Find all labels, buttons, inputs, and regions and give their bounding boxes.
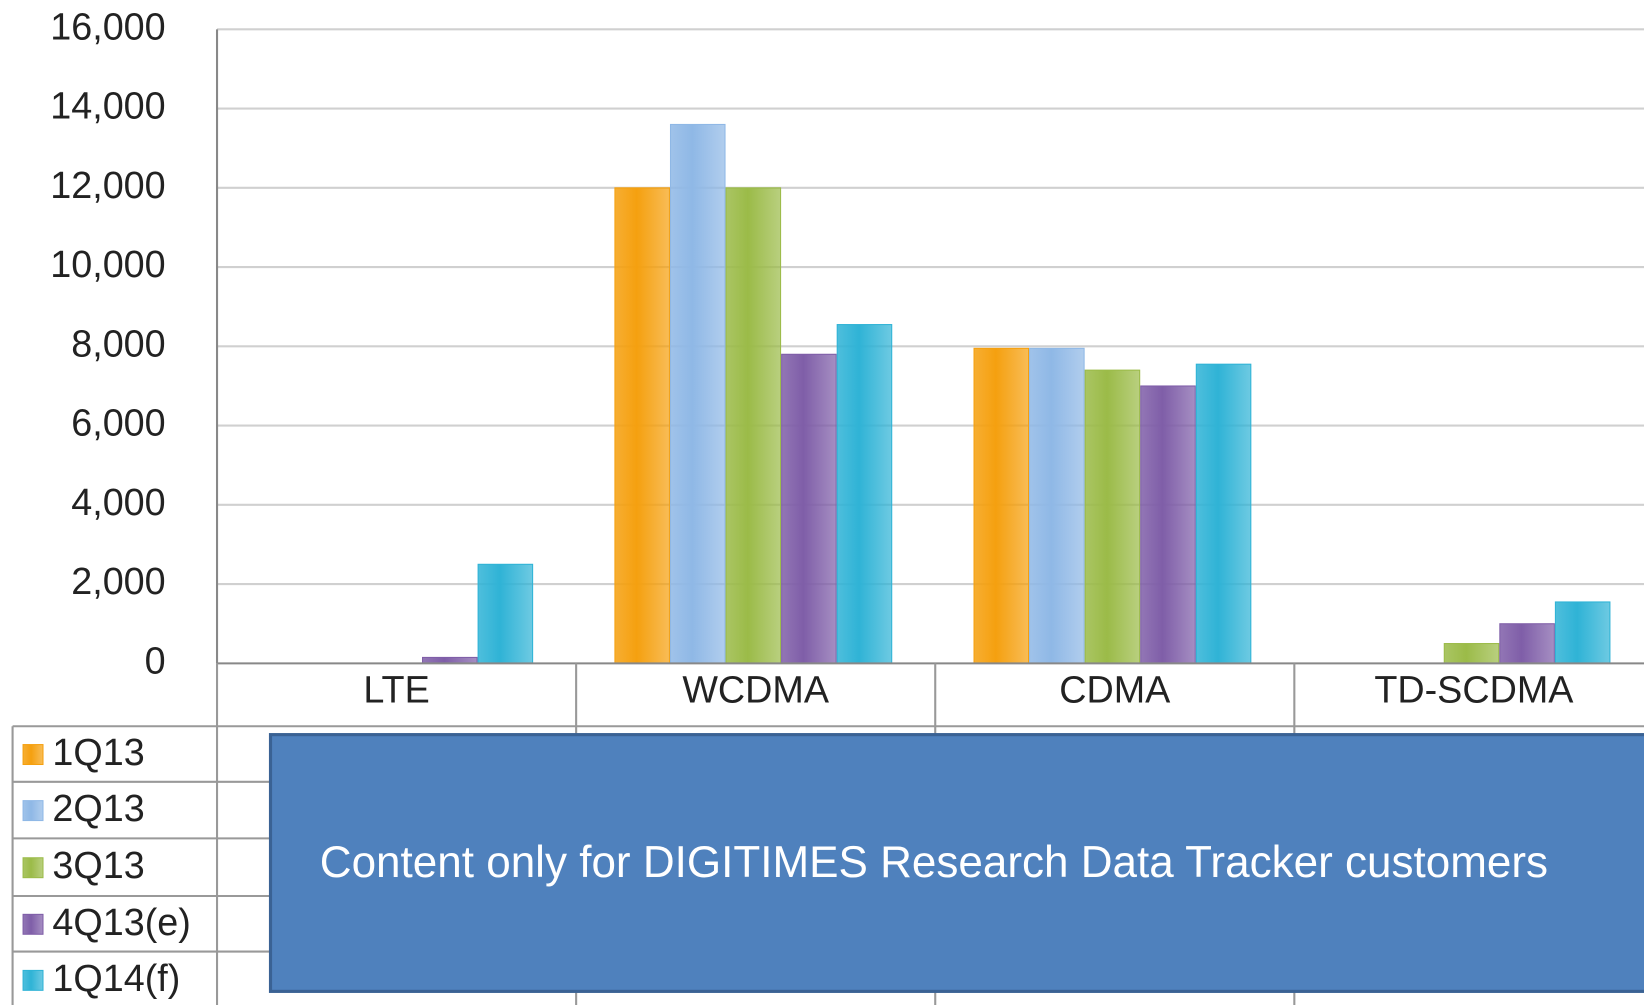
overlay-text: Content only for DIGITIMES Research Data… [320,838,1548,887]
x-tick-label: TD-SCDMA [1374,669,1574,711]
y-tick-label: 12,000 [50,164,165,206]
y-tick-label: 16,000 [50,5,165,47]
legend-swatch [22,744,44,766]
legend-label: 1Q14(f) [52,957,180,999]
x-tick-label: WCDMA [682,669,830,711]
bar [1443,643,1500,664]
legend-swatch [22,913,44,935]
bar [1554,601,1611,664]
legend-swatch [22,800,44,822]
legend-label: 3Q13 [52,844,144,886]
bar [669,123,726,664]
y-tick-label: 8,000 [71,322,165,364]
bar [781,353,837,664]
y-tick-label: 2,000 [71,560,165,602]
y-tick-label: 0 [145,639,166,681]
overlay-box [268,733,1644,993]
y-tick-label: 4,000 [71,481,165,523]
legend-swatch [22,857,44,879]
bar [1084,369,1141,664]
x-tick-label: LTE [363,669,429,711]
bar [725,187,782,664]
legend-swatch [22,969,44,991]
y-tick-label: 14,000 [50,85,165,127]
bar [1195,363,1252,664]
legend-label: 4Q13(e) [52,901,190,943]
legend-label: 1Q13 [52,731,144,773]
bar [1140,385,1196,664]
bar [836,324,893,664]
legend-label: 2Q13 [52,787,144,829]
x-tick-label: CDMA [1059,669,1171,711]
y-tick-label: 10,000 [50,243,165,285]
bar [477,563,534,664]
y-tick-label: 6,000 [71,402,165,444]
bar [1499,623,1555,664]
bar [1029,347,1085,664]
bar [614,187,670,664]
bar [973,347,1030,664]
